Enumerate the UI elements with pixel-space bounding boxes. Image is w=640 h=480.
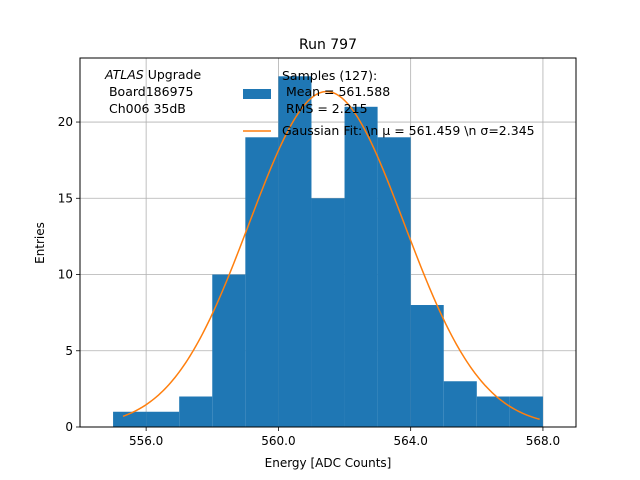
legend-samples-line-2: Mean = 561.588 bbox=[282, 84, 390, 99]
annotation-line-2: Board186975 bbox=[105, 84, 193, 99]
histogram-bar-6 bbox=[311, 198, 345, 427]
histogram-bar-11 bbox=[476, 396, 510, 427]
x-tick-label-1: 560.0 bbox=[261, 434, 295, 448]
histogram-bar-3 bbox=[212, 274, 246, 427]
histogram-bar-9 bbox=[410, 305, 444, 427]
y-tick-label-4: 20 bbox=[58, 115, 73, 129]
histogram-bar-2 bbox=[179, 396, 213, 427]
legend-samples-line-1: Samples (127): bbox=[282, 68, 377, 83]
plot-frame bbox=[79, 57, 577, 428]
atlas-upgrade-label: Upgrade bbox=[144, 67, 202, 82]
legend-fit-label: Gaussian Fit: \n μ = 561.459 \n σ=2.345 bbox=[282, 123, 535, 138]
histogram-bar-5 bbox=[278, 76, 312, 428]
y-tick-label-3: 15 bbox=[58, 191, 73, 205]
histogram-bar-8 bbox=[377, 137, 411, 428]
histogram-bars bbox=[113, 76, 543, 428]
histogram-bar-1 bbox=[146, 411, 180, 427]
y-axis-ticks: 0 5 10 15 20 bbox=[58, 115, 80, 434]
y-tick-label-0: 0 bbox=[65, 420, 73, 434]
x-axis-ticks: 556.0 560.0 564.0 568.0 bbox=[129, 427, 560, 448]
histogram-bar-4 bbox=[245, 137, 279, 428]
x-tick-label-3: 568.0 bbox=[526, 434, 560, 448]
histogram-bar-0 bbox=[113, 411, 147, 427]
x-tick-label-0: 556.0 bbox=[129, 434, 163, 448]
histogram-bar-12 bbox=[509, 396, 543, 427]
y-tick-label-2: 10 bbox=[58, 268, 73, 282]
y-axis-label: Entries bbox=[33, 222, 47, 264]
annotation-line-1: ATLAS Upgrade bbox=[104, 67, 201, 82]
legend-histogram-patch bbox=[243, 89, 271, 99]
x-axis-label: Energy [ADC Counts] bbox=[265, 456, 392, 470]
atlas-annotation: ATLAS Upgrade Board186975 Ch006 35dB bbox=[104, 67, 201, 116]
x-tick-label-2: 564.0 bbox=[393, 434, 427, 448]
gaussian-fit-curve bbox=[122, 90, 540, 421]
legend-samples-line-3: RMS = 2.215 bbox=[282, 101, 368, 116]
histogram-bar-10 bbox=[443, 381, 477, 427]
y-tick-label-1: 5 bbox=[65, 344, 73, 358]
annotation-line-3: Ch006 35dB bbox=[105, 101, 186, 116]
legend: Samples (127): Mean = 561.588 RMS = 2.21… bbox=[243, 68, 535, 138]
histogram-bar-7 bbox=[344, 106, 378, 427]
atlas-label: ATLAS bbox=[104, 67, 144, 82]
chart-title: Run 797 bbox=[299, 37, 357, 53]
